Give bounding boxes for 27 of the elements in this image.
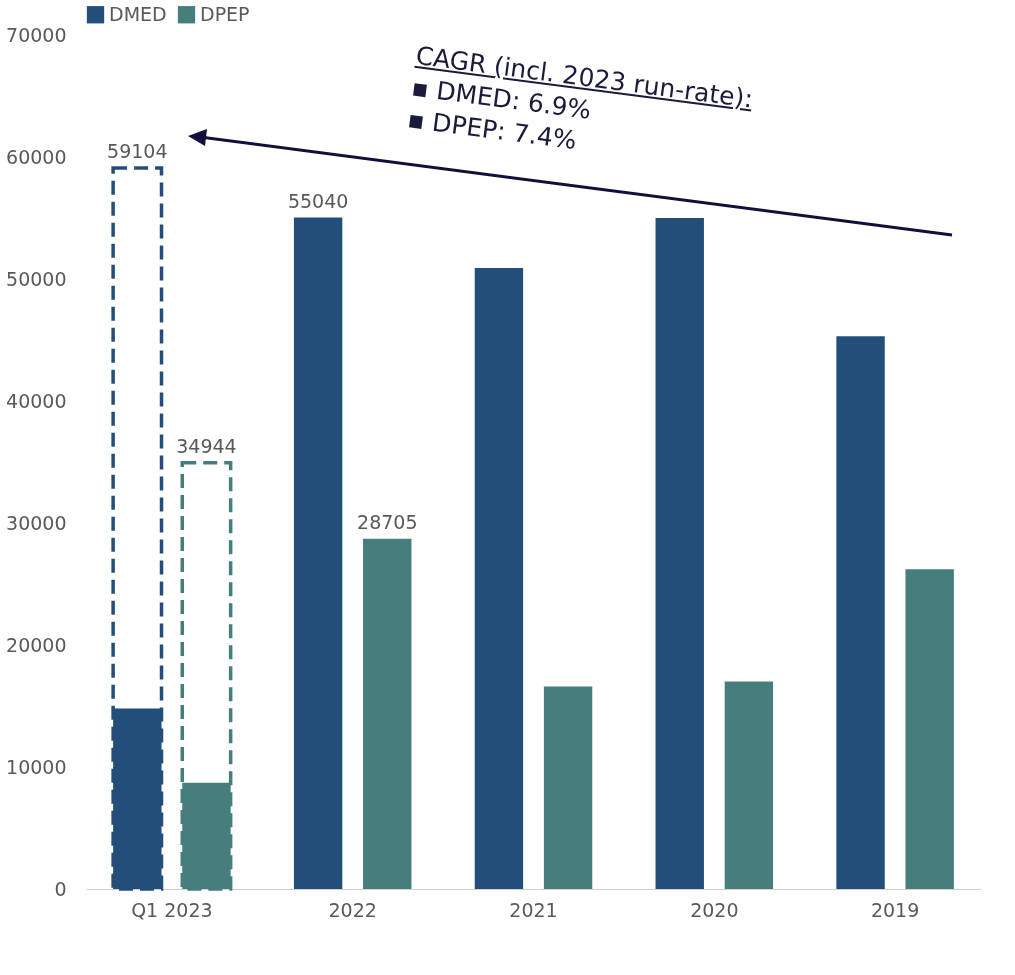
x-tick-label: 2022 — [328, 898, 377, 921]
bar — [655, 218, 704, 889]
y-tick-label: 30000 — [6, 511, 67, 534]
legend-label: DPEP — [200, 2, 250, 25]
y-tick-label: 0 — [54, 877, 67, 900]
y-tick-label: 40000 — [6, 389, 67, 412]
bar — [543, 686, 593, 889]
data-label: 28705 — [357, 510, 418, 533]
x-tick-label: 2020 — [690, 898, 739, 921]
x-tick-label: 2019 — [870, 898, 920, 921]
bar — [724, 681, 774, 889]
bar — [474, 268, 524, 889]
x-tick-label: 2021 — [509, 898, 558, 921]
data-label: 34944 — [176, 434, 237, 457]
x-tick-label: Q1 2023 — [131, 898, 213, 921]
bar — [905, 569, 954, 889]
data-label: 59104 — [107, 139, 168, 162]
bar — [293, 217, 343, 889]
y-tick-label: 20000 — [6, 633, 67, 656]
y-tick-label: 70000 — [6, 23, 67, 46]
bar — [836, 336, 885, 889]
y-tick-label: 50000 — [6, 267, 67, 290]
data-label: 55040 — [287, 189, 349, 212]
y-tick-label: 60000 — [6, 145, 67, 168]
y-tick-label: 10000 — [6, 755, 67, 778]
legend-label: DMED — [109, 2, 167, 25]
bar — [363, 538, 412, 889]
